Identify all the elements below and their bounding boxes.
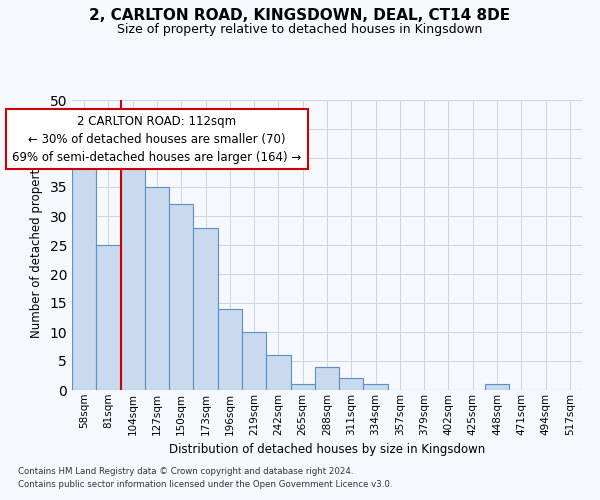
Bar (339, 378, 364, 390)
Text: 2, CARLTON ROAD, KINGSDOWN, DEAL, CT14 8DE: 2, CARLTON ROAD, KINGSDOWN, DEAL, CT14 8… (89, 8, 511, 22)
Text: Contains public sector information licensed under the Open Government Licence v3: Contains public sector information licen… (18, 480, 392, 489)
Bar (145, 187, 169, 390)
Text: Size of property relative to detached houses in Kingsdown: Size of property relative to detached ho… (118, 22, 482, 36)
Y-axis label: Number of detached properties: Number of detached properties (29, 152, 43, 338)
Bar (218, 309, 242, 390)
Bar (364, 384, 388, 390)
Bar (290, 384, 315, 390)
Bar (121, 164, 145, 390)
Text: 2 CARLTON ROAD: 112sqm
← 30% of detached houses are smaller (70)
69% of semi-det: 2 CARLTON ROAD: 112sqm ← 30% of detached… (13, 114, 302, 164)
Text: Contains HM Land Registry data © Crown copyright and database right 2024.: Contains HM Land Registry data © Crown c… (18, 468, 353, 476)
Bar (315, 367, 339, 390)
Bar (266, 355, 290, 390)
Text: Distribution of detached houses by size in Kingsdown: Distribution of detached houses by size … (169, 442, 485, 456)
Bar (169, 204, 193, 390)
Bar (193, 228, 218, 390)
Bar (72, 164, 96, 390)
Bar (96, 245, 121, 390)
Bar (242, 332, 266, 390)
Bar (485, 384, 509, 390)
